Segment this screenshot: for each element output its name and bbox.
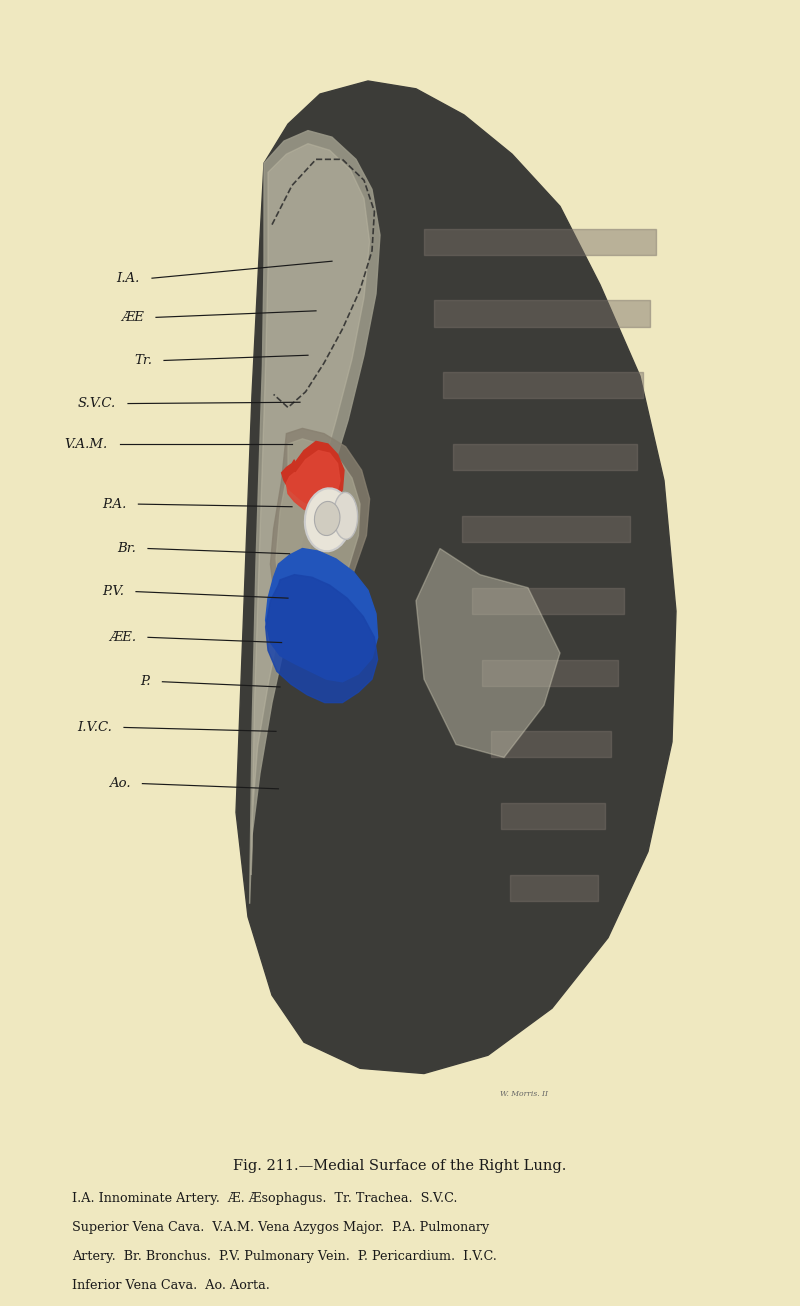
Polygon shape [286,451,340,512]
Text: W. Morris. II: W. Morris. II [500,1091,548,1098]
Polygon shape [276,439,360,609]
Text: Inferior Vena Cava.  Ao. Aorta.: Inferior Vena Cava. Ao. Aorta. [72,1279,270,1292]
Text: I.A.: I.A. [117,272,140,285]
Text: Br.: Br. [117,542,136,555]
Text: S.V.C.: S.V.C. [78,397,116,410]
Polygon shape [416,549,560,757]
Polygon shape [282,441,344,509]
Ellipse shape [334,492,358,539]
Text: I.A. Innominate Artery.  Æ. Æsophagus.  Tr. Trachea.  S.V.C.: I.A. Innominate Artery. Æ. Æsophagus. Tr… [72,1192,458,1205]
Text: Artery.  Br. Bronchus.  P.V. Pulmonary Vein.  P. Pericardium.  I.V.C.: Artery. Br. Bronchus. P.V. Pulmonary Vei… [72,1250,497,1263]
Text: P.: P. [140,675,150,688]
Polygon shape [250,131,380,904]
Text: P.A.: P.A. [102,498,126,511]
Text: I.V.C.: I.V.C. [77,721,112,734]
Text: P.V.: P.V. [102,585,124,598]
Polygon shape [236,81,676,1074]
Polygon shape [266,575,378,703]
Polygon shape [251,144,370,875]
Text: Tr.: Tr. [134,354,152,367]
Text: Fig. 211.—Medial Surface of the Right Lung.: Fig. 211.—Medial Surface of the Right Lu… [234,1160,566,1173]
Text: ÆE.: ÆE. [109,631,136,644]
Ellipse shape [314,502,340,535]
Text: Ao.: Ao. [109,777,130,790]
Polygon shape [270,428,370,616]
Text: V.A.M.: V.A.M. [65,438,108,451]
Text: Superior Vena Cava.  V.A.M. Vena Azygos Major.  P.A. Pulmonary: Superior Vena Cava. V.A.M. Vena Azygos M… [72,1221,490,1234]
Text: ÆE: ÆE [121,311,144,324]
Ellipse shape [305,488,351,551]
Polygon shape [266,549,378,682]
